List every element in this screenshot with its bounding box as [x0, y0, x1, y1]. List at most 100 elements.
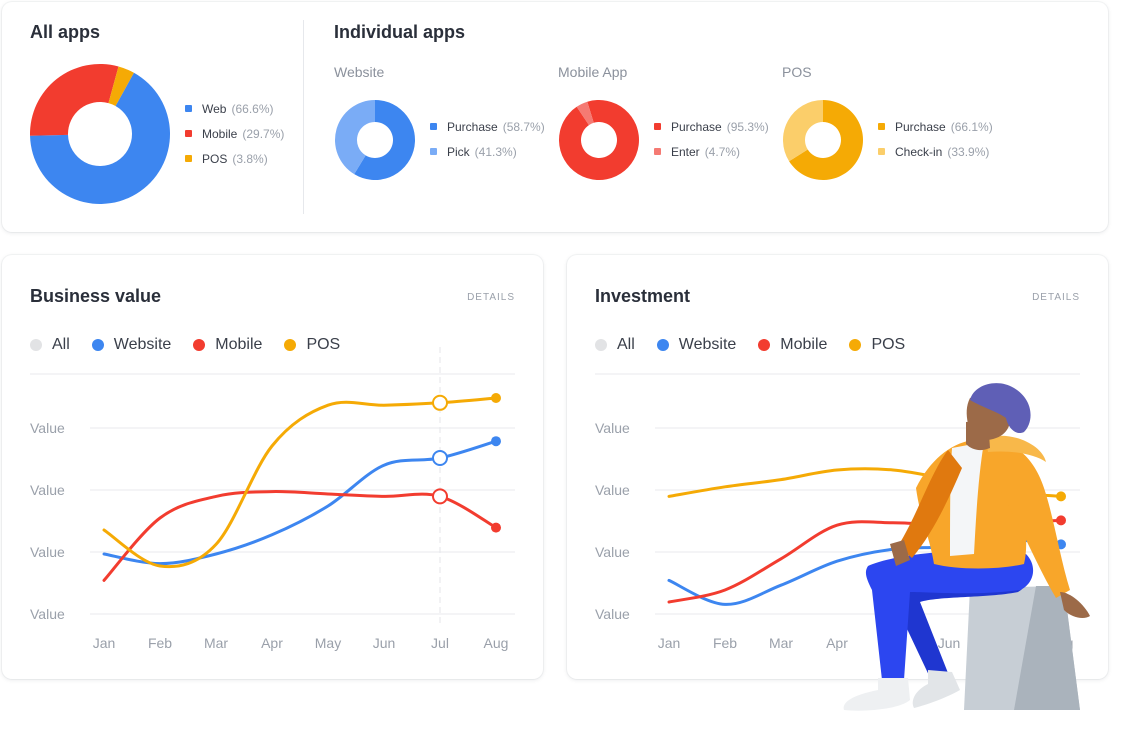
legend-percent: (29.7%): [242, 126, 285, 141]
y-tick-label: Value: [595, 482, 630, 498]
legend-item-purchase[interactable]: Purchase (66.1%): [878, 114, 993, 139]
business-value-series-filter: All Website Mobile POS: [30, 336, 362, 354]
filter-all[interactable]: All: [30, 336, 70, 354]
pos-legend: Purchase (66.1%) Check-in (33.9%): [878, 114, 993, 164]
x-tick-label-jan: Jan: [93, 635, 116, 651]
individual-apps-title: Individual apps: [334, 22, 466, 42]
legend-swatch: [185, 130, 192, 137]
filter-label: Mobile: [215, 336, 263, 353]
shoe-back: [912, 670, 960, 708]
highlight-point-mobile[interactable]: [432, 488, 448, 505]
shoe-front: [843, 678, 910, 711]
filter-label: All: [52, 336, 70, 353]
x-tick-label-jun: Jun: [938, 635, 961, 651]
legend-item-purchase[interactable]: Purchase (95.3%): [654, 114, 769, 139]
donut-slice-purchase[interactable]: [354, 100, 415, 180]
filter-pos[interactable]: POS: [284, 336, 340, 354]
legend-label: Purchase: [447, 119, 498, 134]
legend-item-mobile[interactable]: Mobile (29.7%): [185, 121, 284, 146]
legend-label: Enter: [671, 144, 700, 159]
filter-label: POS: [871, 336, 906, 353]
x-tick-label-aug: Aug: [484, 635, 509, 651]
website-donut: [334, 100, 415, 180]
all-apps-legend: Web (66.6%) Mobile (29.7%) POS (3.8%): [185, 96, 284, 171]
filter-dot: [193, 339, 206, 351]
donut-slice-pick[interactable]: [334, 100, 375, 175]
donut-slice-web[interactable]: [30, 72, 171, 205]
x-tick-label-feb: Feb: [148, 635, 172, 651]
end-point-pos[interactable]: [491, 393, 501, 403]
pos-donut: [783, 100, 864, 180]
donut-slice-pos[interactable]: [108, 66, 134, 107]
filter-dot: [849, 339, 862, 351]
filter-mobile[interactable]: Mobile: [758, 336, 827, 354]
end-point-mobile[interactable]: [1056, 515, 1066, 526]
legend-label: Web: [202, 101, 227, 116]
filter-mobile[interactable]: Mobile: [193, 336, 262, 354]
donut-slice-mobile[interactable]: [30, 63, 119, 136]
highlight-point-website[interactable]: [432, 450, 448, 466]
jacket-arm-back: [898, 450, 962, 558]
filter-all[interactable]: All: [595, 336, 635, 354]
filter-website[interactable]: Website: [91, 336, 172, 354]
x-tick-label-mar: Mar: [769, 635, 793, 651]
end-point-mobile[interactable]: [491, 522, 501, 533]
x-tick-label-jun: Jun: [373, 635, 396, 651]
legend-percent: (66.6%): [231, 101, 274, 116]
legend-item-enter[interactable]: Enter (4.7%): [654, 139, 769, 164]
filter-label: Website: [113, 336, 172, 353]
person-sitting-illustration: [843, 383, 1090, 711]
y-tick-label: Value: [30, 482, 65, 498]
filter-pos[interactable]: POS: [849, 336, 905, 354]
y-tick-label: Value: [30, 544, 65, 560]
jacket-arm-front: [984, 441, 1070, 598]
filter-website[interactable]: Website: [656, 336, 736, 354]
legend-swatch: [878, 148, 885, 155]
legend-label: POS: [202, 151, 228, 166]
legend-swatch: [185, 155, 192, 162]
end-point-website[interactable]: [491, 436, 501, 447]
donut-slice-purchase[interactable]: [789, 100, 864, 180]
website-subtitle: Website: [334, 64, 385, 80]
business-value-line-chart: Value Value Value Value Jan Feb Mar Apr May Jun Ju…: [30, 347, 515, 651]
y-tick-label: Value: [30, 420, 65, 436]
all-apps-donut: [30, 63, 171, 205]
section-divider: [303, 20, 304, 214]
filter-dot: [758, 339, 771, 351]
legend-swatch: [654, 123, 661, 130]
legend-swatch: [430, 148, 437, 155]
x-tick-label-may: May: [315, 635, 341, 651]
legend-item-pick[interactable]: Pick (41.3%): [430, 139, 545, 164]
legend-swatch: [185, 105, 192, 112]
legend-percent: (3.8%): [232, 151, 268, 166]
donut-slice-purchase[interactable]: [559, 99, 640, 180]
donut-slice-check-in[interactable]: [783, 100, 823, 162]
legend-item-check-in[interactable]: Check-in (33.9%): [878, 139, 993, 164]
filter-dot: [91, 339, 104, 351]
x-tick-label-apr: Apr: [826, 635, 848, 651]
business-value-card: Business value DETAILS All Website Mobil…: [2, 255, 543, 679]
filter-label: Mobile: [780, 336, 828, 353]
x-tick-label-jan: Jan: [658, 635, 681, 651]
y-tick-label: Value: [595, 420, 630, 436]
investment-title: Investment: [595, 286, 691, 306]
business-value-title: Business value: [30, 286, 162, 306]
legend-label: Purchase: [895, 119, 946, 134]
x-tick-label-jul: Jul: [431, 635, 449, 651]
legend-percent: (33.9%): [947, 144, 990, 159]
highlight-point-pos[interactable]: [432, 394, 448, 411]
end-point-pos[interactable]: [1056, 491, 1066, 502]
hand-front: [1060, 592, 1090, 618]
legend-item-purchase[interactable]: Purchase (58.7%): [430, 114, 545, 139]
mobile-app-subtitle: Mobile App: [558, 64, 628, 80]
legend-item-web[interactable]: Web (66.6%): [185, 96, 284, 121]
apps-overview-card: All apps Individual apps Web (66.6%) Mobi…: [2, 2, 1108, 232]
business-value-details-link[interactable]: DETAILS: [467, 292, 515, 303]
legend-item-pos[interactable]: POS (3.8%): [185, 146, 284, 171]
legend-swatch: [430, 123, 437, 130]
series-line-pos[interactable]: [102, 396, 498, 569]
hand-back: [890, 540, 910, 566]
filter-dot: [595, 339, 607, 351]
donut-slice-enter[interactable]: [576, 101, 594, 126]
investment-details-link[interactable]: DETAILS: [1032, 292, 1080, 303]
